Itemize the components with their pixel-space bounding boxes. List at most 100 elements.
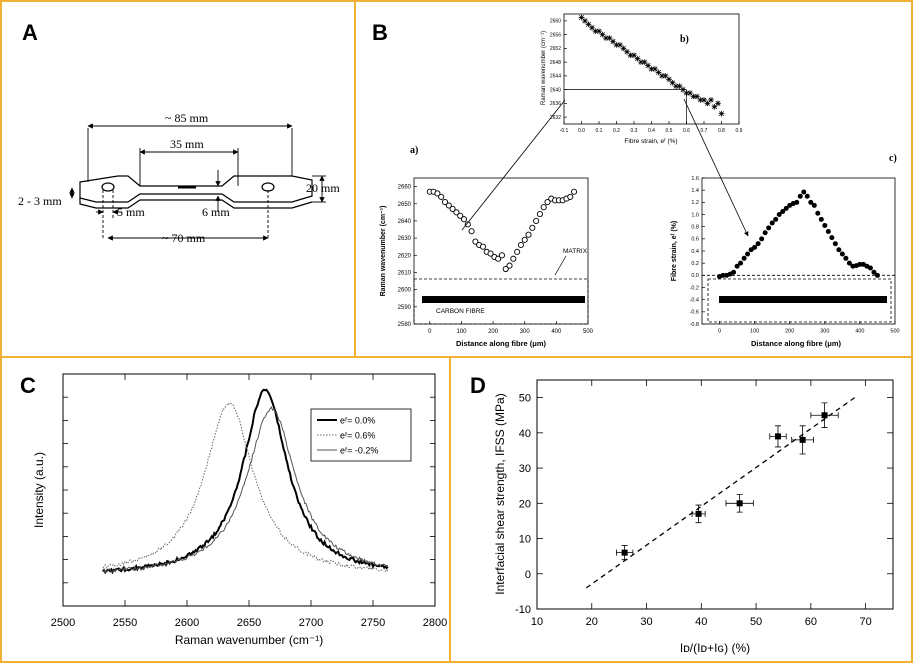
y-tick-label: 0.0 <box>691 273 699 279</box>
series-line <box>102 402 389 573</box>
legend-label: eᶠ= -0.2% <box>340 446 378 456</box>
data-point <box>438 193 445 200</box>
y-tick-label: 1.2 <box>691 200 699 206</box>
y-tick-label: 0.8 <box>691 225 699 231</box>
y-tick-label: 2590 <box>398 305 412 311</box>
x-tick-label: 2600 <box>175 617 199 629</box>
matrix-label: MATRIX <box>563 248 588 255</box>
legend-label: eᶠ= 0.0% <box>340 416 375 426</box>
data-point <box>794 199 800 205</box>
panel-d-frame <box>449 356 913 663</box>
x-tick-label: 60 <box>805 616 817 628</box>
data-point <box>822 222 828 228</box>
y-tick-label: 2580 <box>398 322 412 328</box>
y-tick-label: -0.8 <box>690 322 699 328</box>
data-point <box>634 55 641 62</box>
data-point <box>867 265 873 271</box>
y-tick-label: -0.2 <box>690 285 699 291</box>
specimen-hole-left <box>101 182 115 192</box>
data-point <box>755 241 761 247</box>
data-point <box>676 83 683 89</box>
y-tick-label: 2640 <box>550 87 561 93</box>
x-tick-label: 0.0 <box>578 128 585 134</box>
data-point <box>533 217 540 224</box>
y-tick-label: 20 <box>519 498 531 510</box>
specimen-hole-right <box>261 182 275 192</box>
y-tick-label: 2648 <box>550 60 561 66</box>
y-tick-label: 2644 <box>550 74 561 80</box>
x-tick-label: 2500 <box>51 617 75 629</box>
data-point <box>525 231 532 238</box>
data-point <box>487 250 494 257</box>
data-point <box>673 83 679 89</box>
y-axis-label: Raman wavenumber (cm⁻¹) <box>380 206 387 297</box>
data-point <box>832 241 838 247</box>
plot-frame <box>536 379 894 610</box>
data-point <box>666 76 672 83</box>
data-point <box>582 18 588 24</box>
dim-hole-spacing: ~ 70 mm <box>162 231 206 245</box>
data-point <box>843 255 849 261</box>
data-point <box>741 255 747 261</box>
y-tick-label: 2600 <box>398 288 412 294</box>
data-point <box>695 510 702 517</box>
dim-overall-length: ~ 85 mm <box>165 111 209 125</box>
data-point <box>631 52 637 59</box>
data-point <box>718 110 725 117</box>
data-point <box>797 193 803 199</box>
y-tick-label: 2636 <box>550 101 561 107</box>
x-tick-label: 30 <box>640 616 652 628</box>
y-tick-label: 2650 <box>398 202 412 208</box>
data-point <box>544 198 551 206</box>
data-point <box>495 255 502 262</box>
connector-lines <box>461 98 749 237</box>
x-tick-label: 100 <box>750 329 759 335</box>
data-point <box>599 31 606 38</box>
data-point <box>578 14 585 21</box>
data-point <box>762 230 768 236</box>
data-point <box>669 79 676 86</box>
data-point <box>441 198 449 206</box>
x-tick-label: 10 <box>531 616 543 628</box>
data-point <box>449 205 456 212</box>
y-tick-label: 0.6 <box>691 237 699 243</box>
data-point <box>624 49 630 55</box>
dim-thickness: 2 - 3 mm <box>18 194 62 208</box>
y-tick-label: 0 <box>525 569 531 581</box>
x-axis-label: Distance along fibre (μm) <box>456 339 547 348</box>
x-tick-label: 0.8 <box>718 128 725 134</box>
x-axis-label: Distance along fibre (μm) <box>751 339 842 348</box>
data-point <box>818 216 824 222</box>
y-tick-label: 1.4 <box>691 188 699 194</box>
data-point <box>773 216 779 222</box>
label-sub-c: c) <box>889 153 897 164</box>
data-point <box>731 269 737 275</box>
y-tick-label: 2660 <box>550 19 561 25</box>
data-point <box>457 212 464 219</box>
data-point <box>745 251 751 257</box>
y-tick-label: 40 <box>519 428 531 440</box>
data-point <box>506 262 513 269</box>
data-point <box>606 35 613 41</box>
y-tick-label: 50 <box>519 393 531 405</box>
x-tick-label: 2700 <box>299 617 323 629</box>
data-point <box>769 220 775 226</box>
data-point <box>610 38 616 45</box>
specimen-outline <box>79 175 313 203</box>
y-tick-label: 0.4 <box>691 249 699 255</box>
data-point <box>571 188 578 195</box>
data-point <box>627 52 634 59</box>
carbon-fibre-label: CARBON FIBRE <box>436 308 485 315</box>
data-point <box>655 69 662 76</box>
y-tick-label: 0.2 <box>691 261 699 267</box>
y-tick-label: 1.0 <box>691 212 699 218</box>
x-tick-label: 0 <box>428 329 432 335</box>
data-point <box>694 93 700 100</box>
data-point <box>502 265 509 273</box>
y-tick-label: 30 <box>519 463 531 475</box>
data-point <box>808 199 814 205</box>
x-tick-label: 500 <box>890 329 899 335</box>
data-point <box>652 66 658 72</box>
x-tick-label: 100 <box>456 329 467 335</box>
